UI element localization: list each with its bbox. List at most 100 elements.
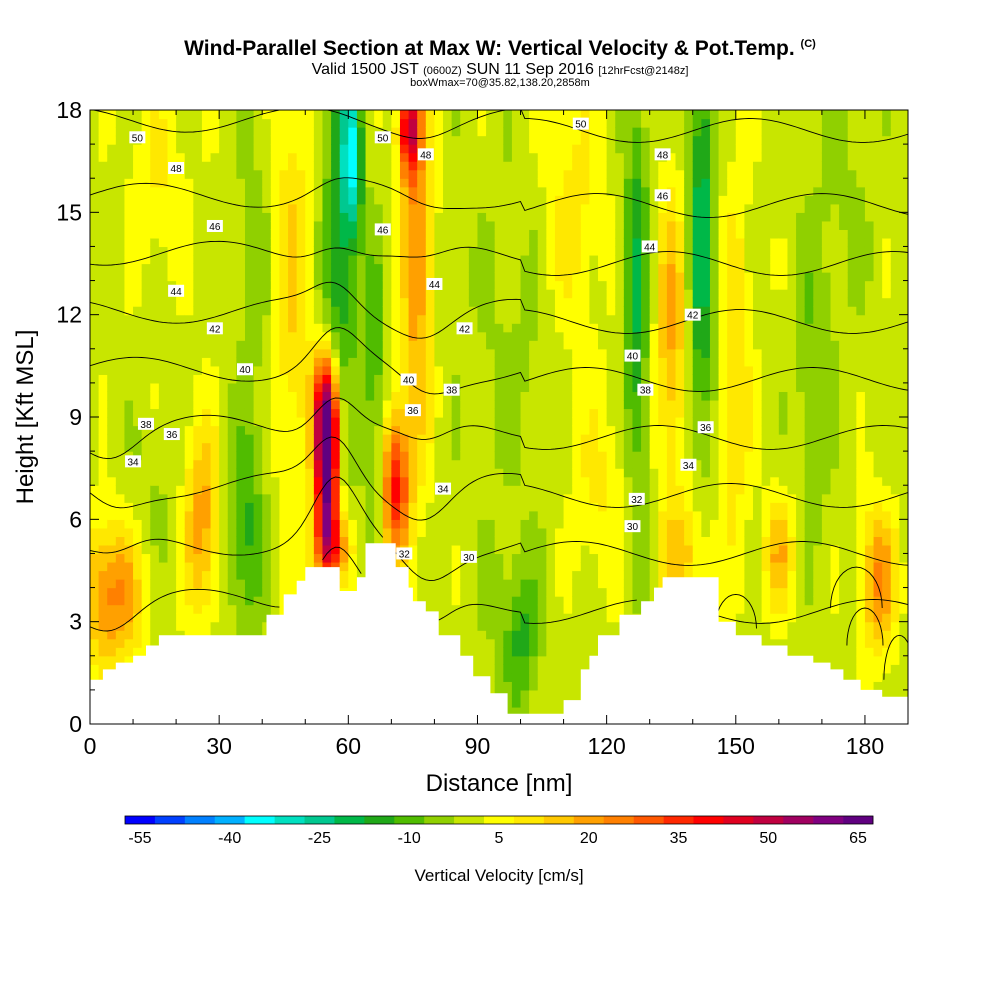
field-cell <box>623 570 634 580</box>
field-cell <box>219 527 229 537</box>
field-cell <box>598 161 608 171</box>
field-cell <box>253 451 263 461</box>
field-cell <box>133 331 143 341</box>
field-cell <box>675 519 685 529</box>
field-cell <box>615 553 625 563</box>
field-cell <box>666 220 677 230</box>
field-cell <box>141 374 151 384</box>
field-cell <box>572 655 582 665</box>
field-cell <box>322 263 332 273</box>
field-cell <box>279 340 289 350</box>
field-cell <box>98 502 108 512</box>
field-cell <box>331 340 341 350</box>
field-cell <box>176 314 186 324</box>
field-cell <box>262 118 272 128</box>
field-cell <box>649 357 659 367</box>
field-cell <box>236 587 246 597</box>
field-cell <box>572 493 582 503</box>
field-cell <box>666 144 677 154</box>
field-cell <box>425 186 436 196</box>
field-cell <box>580 630 591 640</box>
field-cell <box>520 229 530 239</box>
field-cell <box>486 254 496 265</box>
field-cell <box>606 630 616 640</box>
field-cell <box>210 374 220 384</box>
field-cell <box>503 391 513 401</box>
field-cell <box>503 672 513 682</box>
field-cell <box>443 263 453 273</box>
field-cell <box>511 323 522 333</box>
field-cell <box>468 519 479 529</box>
field-cell <box>90 519 100 529</box>
field-cell <box>262 365 272 375</box>
field-cell <box>537 621 547 631</box>
field-cell <box>356 357 367 367</box>
field-cell <box>374 382 384 393</box>
field-cell <box>124 280 134 290</box>
field-cell <box>348 579 358 589</box>
field-cell <box>443 186 453 196</box>
field-cell <box>133 391 143 401</box>
field-cell <box>133 212 143 222</box>
field-cell <box>279 186 289 196</box>
field-cell <box>494 536 504 546</box>
field-cell <box>98 127 108 137</box>
field-cell <box>598 135 608 145</box>
field-cell <box>520 220 530 230</box>
field-cell <box>580 323 591 333</box>
field-cell <box>580 502 591 512</box>
field-cell <box>124 382 134 393</box>
field-cell <box>176 186 186 196</box>
field-cell <box>425 579 436 589</box>
field-cell <box>115 425 126 435</box>
field-cell <box>529 237 539 248</box>
field-cell <box>107 246 117 256</box>
field-cell <box>546 237 556 248</box>
field-cell <box>184 527 194 537</box>
field-cell <box>107 553 117 563</box>
field-cell <box>615 280 625 290</box>
field-cell <box>443 280 453 290</box>
field-cell <box>598 621 608 631</box>
field-cell <box>339 391 349 401</box>
field-cell <box>296 127 306 137</box>
field-cell <box>477 314 487 324</box>
field-cell <box>546 417 556 427</box>
field-cell <box>193 178 203 188</box>
field-cell <box>193 408 203 418</box>
field-cell <box>563 485 573 495</box>
field-cell <box>632 357 642 367</box>
field-cell <box>98 459 108 469</box>
field-cell <box>184 152 194 162</box>
field-cell <box>219 485 229 495</box>
field-cell <box>589 365 599 375</box>
field-cell <box>236 604 246 614</box>
field-cell <box>554 706 565 717</box>
field-cell <box>563 212 573 222</box>
field-cell <box>623 434 634 444</box>
field-cell <box>529 195 539 205</box>
field-cell <box>124 476 134 486</box>
field-cell <box>322 323 332 333</box>
field-cell <box>546 314 556 324</box>
field-cell <box>511 596 522 606</box>
field-cell <box>623 579 634 589</box>
field-cell <box>98 374 108 384</box>
field-cell <box>339 340 349 350</box>
field-cell <box>382 391 392 401</box>
field-cell <box>305 135 315 145</box>
field-cell <box>520 178 530 188</box>
field-cell <box>193 544 203 555</box>
field-cell <box>529 110 539 120</box>
field-cell <box>322 127 332 137</box>
field-cell <box>451 502 461 512</box>
field-cell <box>563 289 573 299</box>
field-cell <box>615 459 625 469</box>
field-cell <box>598 587 608 597</box>
field-cell <box>451 425 461 435</box>
field-cell <box>244 289 255 299</box>
field-cell <box>98 212 108 222</box>
field-cell <box>537 161 547 171</box>
field-cell <box>391 374 401 384</box>
field-cell <box>107 468 117 478</box>
